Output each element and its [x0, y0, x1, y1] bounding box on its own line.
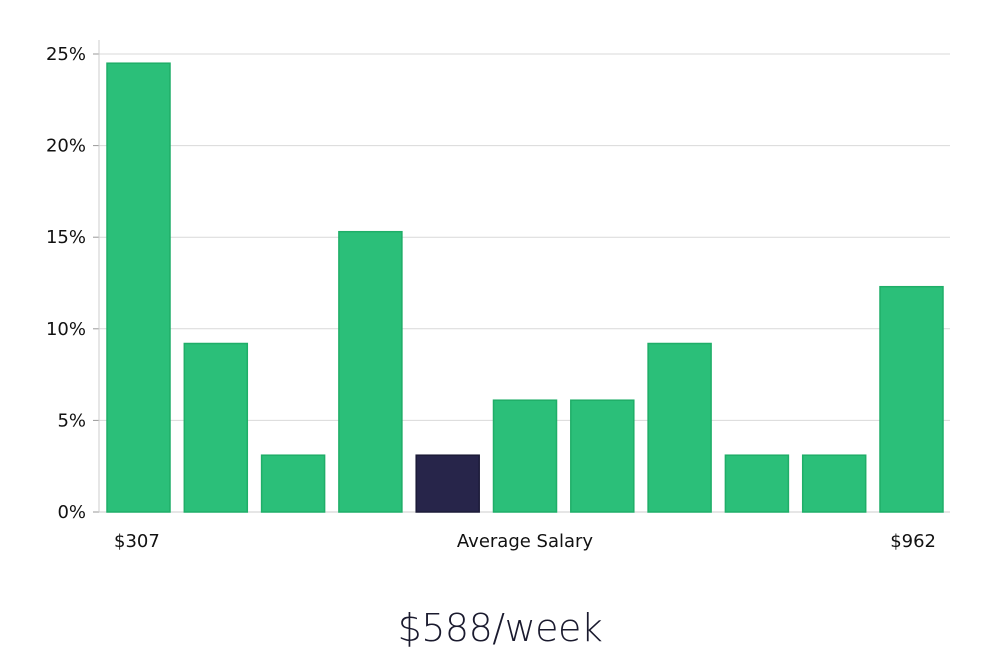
salary-histogram-chart: 0% 5% 10% 15% 20% 25% $307 Average Salary $96…: [46, 40, 950, 552]
y-tick-label: 0%: [57, 502, 86, 523]
bars: [106, 62, 944, 513]
bar: [260, 454, 326, 513]
bar: [801, 454, 867, 513]
y-tick-label: 25%: [46, 44, 86, 65]
bar: [879, 285, 944, 513]
y-tick-label: 20%: [46, 136, 86, 157]
y-tick-label: 10%: [46, 319, 86, 340]
bar: [492, 399, 558, 513]
x-axis-title: Average Salary: [457, 531, 594, 552]
y-tick-label: 15%: [46, 227, 86, 248]
x-min-label: $307: [114, 531, 160, 552]
bar: [647, 342, 712, 513]
y-tick-label: 5%: [57, 410, 86, 431]
bar: [570, 399, 635, 513]
bar: [724, 454, 790, 513]
bar: [106, 62, 171, 513]
x-max-label: $962: [890, 531, 936, 552]
bar: [338, 230, 403, 513]
bar: [183, 342, 249, 513]
bar-highlighted: [415, 454, 480, 513]
average-salary-value: $588/week: [397, 606, 603, 650]
y-axis-ticks: 0% 5% 10% 15% 20% 25%: [46, 44, 99, 523]
